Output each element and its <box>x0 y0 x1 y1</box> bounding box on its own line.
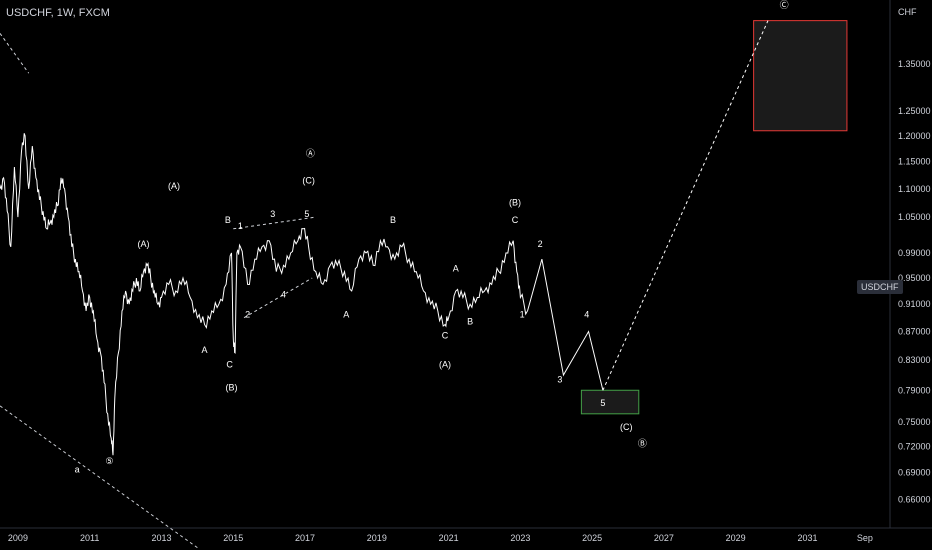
x-tick-label: Sep <box>857 533 873 543</box>
x-tick-label: 2023 <box>510 533 530 543</box>
wave-label: 3 <box>270 209 275 219</box>
y-tick-label: 0.75000 <box>898 417 931 427</box>
trendline <box>233 216 316 230</box>
y-tick-label: 1.05000 <box>898 212 931 222</box>
wave-label: C <box>442 331 449 341</box>
trendline <box>243 277 313 319</box>
y-tick-label: 0.66000 <box>898 495 931 505</box>
y-tick-label: 0.95000 <box>898 273 931 283</box>
price-tag: USDCHF <box>857 280 903 294</box>
y-axis-unit: CHF <box>898 7 917 17</box>
wave-label: A <box>453 264 459 274</box>
wave-label: a <box>75 465 80 475</box>
x-tick-label: 2019 <box>367 533 387 543</box>
trendline <box>0 33 30 74</box>
x-tick-label: 2017 <box>295 533 315 543</box>
wave-label: 4 <box>281 290 286 300</box>
target-zone-box <box>753 20 848 132</box>
wave-label: 5 <box>304 209 309 219</box>
wave-label: (B) <box>509 198 521 208</box>
x-tick-label: 2009 <box>8 533 28 543</box>
projected-wave-path <box>527 258 604 391</box>
x-tick-label: 2027 <box>654 533 674 543</box>
wave-label: C <box>226 360 233 370</box>
y-tick-label: 1.35000 <box>898 59 931 69</box>
wave-label: Ⓒ <box>780 0 789 10</box>
wave-label: (A) <box>439 360 451 370</box>
wave-label: B <box>390 215 396 225</box>
y-tick-label: 1.20000 <box>898 131 931 141</box>
chart-title: USDCHF, 1W, FXCM <box>6 7 110 19</box>
wave-label: Ⓑ <box>638 439 647 449</box>
wave-label: 4 <box>584 310 589 320</box>
wave-label: (A) <box>138 239 150 249</box>
wave-label: (B) <box>225 382 237 392</box>
y-tick-label: 1.25000 <box>898 106 931 116</box>
x-tick-label: 2013 <box>151 533 171 543</box>
y-tick-label: 0.83000 <box>898 355 931 365</box>
x-tick-label: 2029 <box>726 533 746 543</box>
x-tick-label: 2025 <box>582 533 602 543</box>
projected-dashed-path <box>602 20 769 391</box>
x-tick-label: 2015 <box>223 533 243 543</box>
wave-label: (C) <box>620 422 633 432</box>
wave-label: A <box>343 310 349 320</box>
x-tick-label: 2011 <box>80 533 99 543</box>
y-tick-label: 0.91000 <box>898 299 931 309</box>
y-tick-label: 1.15000 <box>898 157 931 167</box>
wave-label: 2 <box>538 239 543 249</box>
wave-label: B <box>225 215 231 225</box>
y-tick-label: 0.87000 <box>898 327 931 337</box>
wave-label: ⑤ <box>105 456 113 466</box>
price-series-line <box>0 133 528 456</box>
wave-label: 2 <box>245 310 250 320</box>
wave-label: 3 <box>557 375 562 385</box>
wave-label: B <box>467 317 473 327</box>
wave-label: 5 <box>600 398 605 408</box>
wave-label: Ⓐ <box>306 148 315 158</box>
y-tick-label: 0.72000 <box>898 442 931 452</box>
wave-label: 1 <box>520 310 525 320</box>
wave-label: 1 <box>238 221 243 231</box>
y-tick-label: 0.99000 <box>898 248 931 258</box>
x-tick-label: 2031 <box>797 533 817 543</box>
y-tick-label: 1.10000 <box>898 184 931 194</box>
wave-label: (C) <box>302 175 315 185</box>
wave-label: (A) <box>168 181 180 191</box>
wave-label: C <box>512 215 519 225</box>
wave-label: A <box>202 345 208 355</box>
x-tick-label: 2021 <box>439 533 459 543</box>
target-zone-box <box>580 389 640 415</box>
y-tick-label: 0.69000 <box>898 468 931 478</box>
trendline <box>0 405 198 549</box>
y-tick-label: 0.79000 <box>898 385 931 395</box>
